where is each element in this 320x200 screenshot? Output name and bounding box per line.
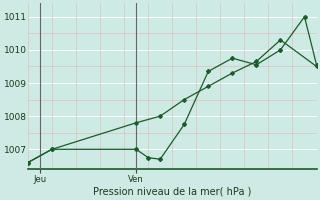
X-axis label: Pression niveau de la mer( hPa ): Pression niveau de la mer( hPa ) [93, 187, 252, 197]
